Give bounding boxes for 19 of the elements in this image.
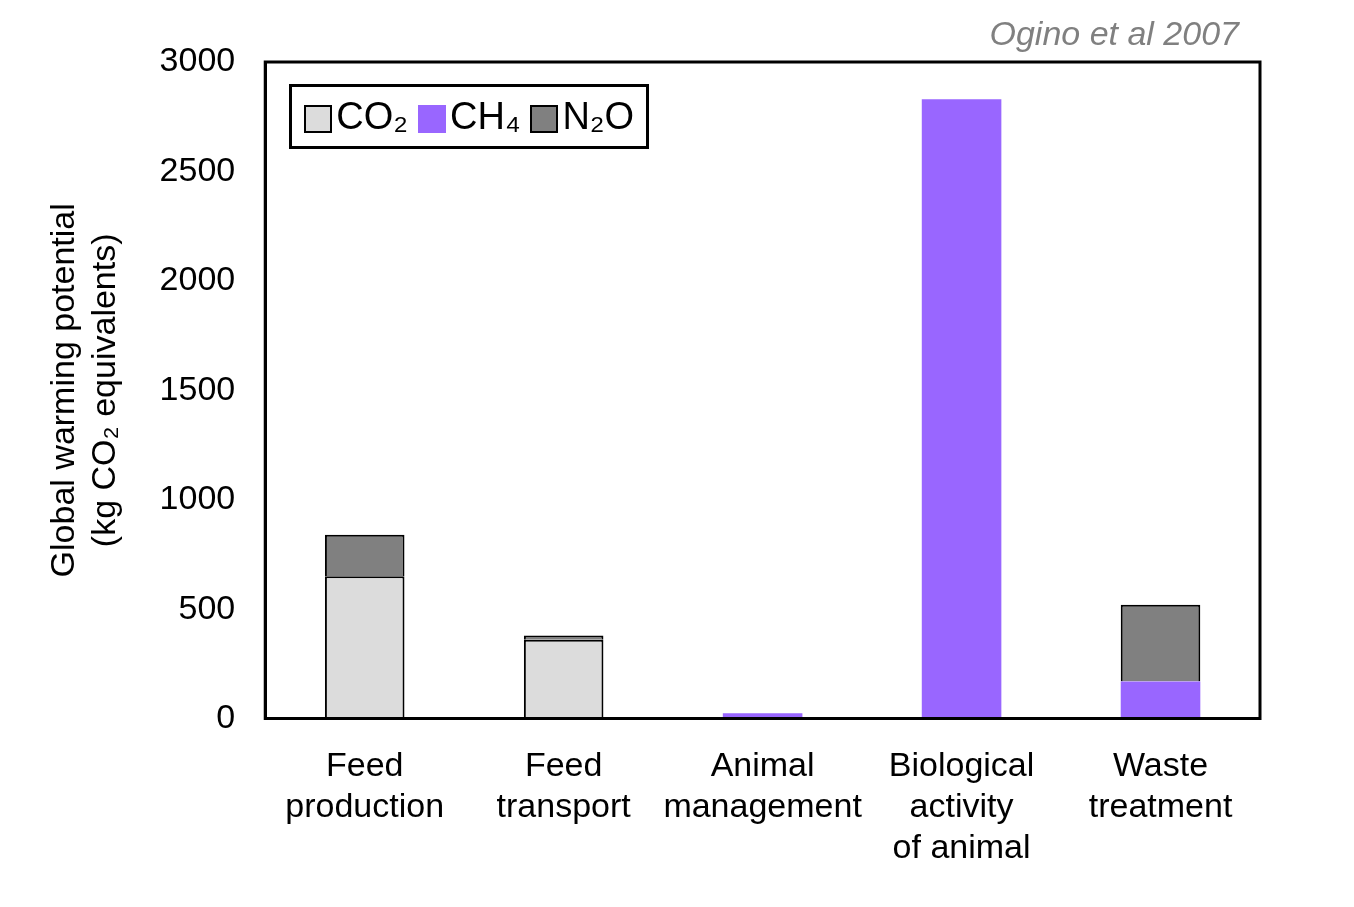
y-tick-label: 2500 xyxy=(159,149,236,188)
y-tick-label: 3000 xyxy=(159,40,236,79)
y-tick-label: 1000 xyxy=(159,478,236,517)
y-axis-title: Global warming potential (kg CO₂ equivalents) xyxy=(42,203,122,578)
bar xyxy=(1120,681,1201,719)
legend-label: N₂O xyxy=(561,95,635,138)
y-tick-label: 500 xyxy=(178,587,236,626)
x-tick-label: Biological activity of animal xyxy=(888,745,1035,865)
y-tick-label: 0 xyxy=(216,696,236,735)
x-tick-label: Feed transport xyxy=(496,745,632,825)
bar xyxy=(921,99,1002,719)
x-tick-label: Feed production xyxy=(285,745,445,825)
x-tick-label: Waste treatment xyxy=(1088,745,1233,825)
legend-label: CH₄ xyxy=(449,95,521,138)
x-tick-label: Animal management xyxy=(663,745,863,825)
y-tick-label: 2000 xyxy=(159,259,236,298)
text: Ogino et al 2007 xyxy=(989,14,1239,53)
y-tick-label: 1500 xyxy=(159,368,236,407)
legend-label: CO₂ xyxy=(335,95,408,138)
